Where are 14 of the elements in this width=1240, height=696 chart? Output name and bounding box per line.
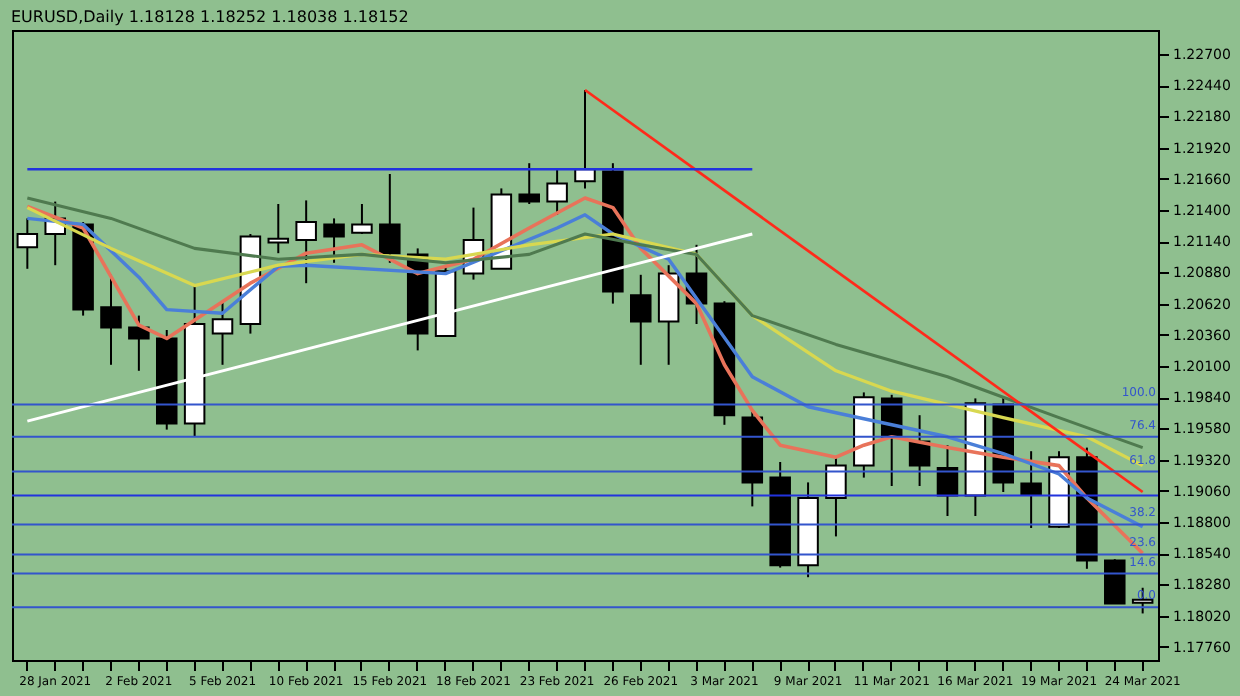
candlestick [379,173,401,264]
candlestick [267,203,290,255]
candlestick [323,217,345,264]
candlestick [1020,450,1042,529]
candlestick [100,273,122,366]
candlestick [657,264,680,366]
chart-title: EURUSD,Daily 1.18128 1.18252 1.18038 1.18152 [11,8,409,26]
candlestick [1104,558,1126,605]
candlestick [211,300,234,366]
candlestick [518,162,540,205]
candlestick [295,199,317,285]
candlestick [351,203,373,235]
candlestick [630,273,652,366]
candlestick [546,167,568,216]
